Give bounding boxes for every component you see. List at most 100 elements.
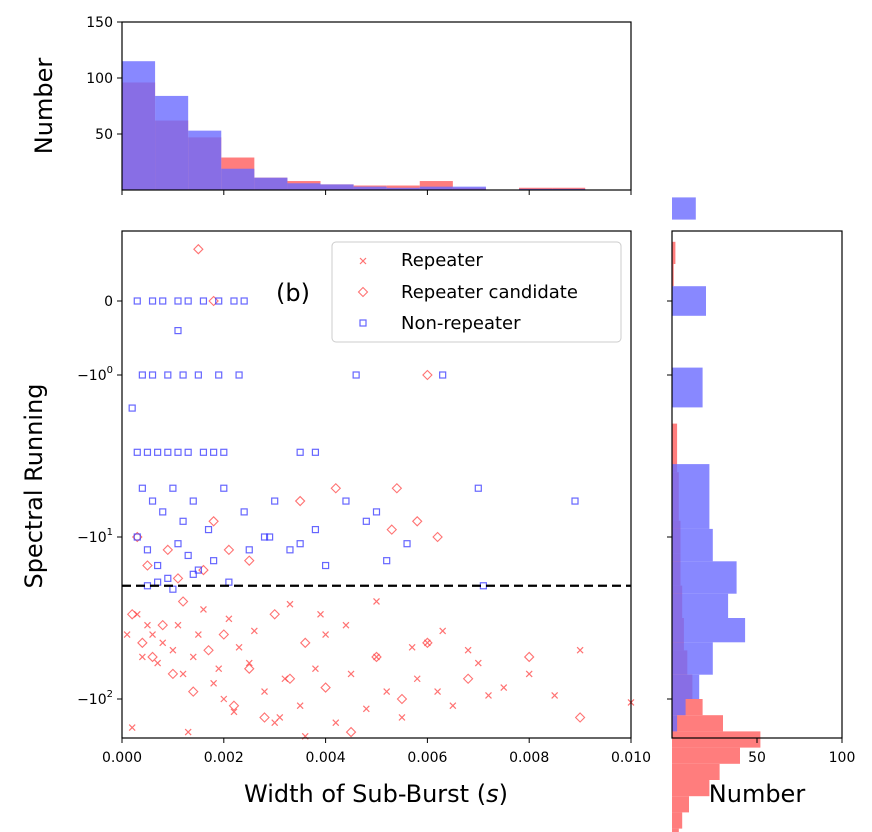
scatter-point-repeater: [500, 684, 508, 691]
scatter-point-repeater-stroke: [296, 702, 304, 710]
right-hist-bar-non-repeater: [672, 496, 710, 529]
scatter-point-repeater-candidate: [162, 544, 174, 556]
scatter-point-repeater-stroke: [464, 646, 472, 654]
scatter-y-label: Spectral Running: [20, 383, 48, 588]
right-hist-bar-non-repeater: [672, 642, 713, 675]
right-hist-bar-non-repeater: [672, 618, 746, 643]
legend: Repeater Repeater candidate Non-repeater: [331, 241, 622, 343]
right-hist-bar-non-repeater: [672, 528, 713, 562]
scatter-point-repeater-stroke: [276, 714, 284, 721]
scatter-point-repeater-candidate: [157, 619, 168, 631]
right-hist-bar-repeater: [672, 423, 678, 473]
scatter-point-repeater-candidate: [187, 686, 199, 697]
scatter-point-non-repeater: [235, 371, 243, 379]
legend-markers: [357, 257, 369, 327]
top-y-tick-label: 100: [86, 71, 113, 87]
scatter-point-repeater: [235, 643, 243, 651]
scatter-y-tick-exponent: 0: [107, 365, 113, 376]
scatter-point-repeater-stroke: [342, 621, 350, 629]
scatter-point-repeater-stroke: [123, 631, 131, 638]
scatter-point-repeater-candidate: [386, 524, 398, 535]
scatter-point-repeater-stroke: [235, 643, 243, 651]
scatter-point-non-repeater: [159, 508, 167, 516]
scatter-point-non-repeater: [148, 297, 157, 305]
scatter-y-tick-base: −10: [77, 368, 107, 384]
top-y-tick-label: 50: [95, 127, 113, 143]
right-hist-bar-non-repeater: [672, 464, 710, 497]
scatter-point-repeater-candidate: [243, 555, 255, 566]
scatter-point-repeater-candidate: [203, 644, 214, 656]
scatter-y-ticks: 0−100−101−102: [77, 294, 122, 708]
scatter-point-repeater-candidate: [432, 531, 443, 543]
scatter-point-repeater-candidate: [422, 637, 433, 649]
scatter-y-tick-label: 0: [104, 294, 113, 310]
scatter-point-repeater-stroke: [128, 724, 136, 731]
scatter-point-non-repeater: [159, 297, 167, 305]
scatter-point-repeater: [551, 691, 559, 699]
top-histogram-frame: [121, 21, 632, 191]
scatter-point-repeater: [317, 610, 324, 618]
right-hist-bar-repeater: [672, 812, 683, 829]
scatter-point-repeater-candidate: [345, 726, 357, 738]
right-histogram-y-ticks: [667, 300, 672, 700]
scatter-point-repeater: [154, 659, 162, 667]
scatter-point-repeater: [200, 606, 207, 613]
top-histogram-bars: [122, 61, 586, 191]
right-hist-bar-non-repeater: [672, 197, 696, 220]
scatter-point-repeater-stroke: [373, 598, 380, 605]
scatter-point-repeater-candidate: [228, 700, 240, 711]
scatter-point-non-repeater: [479, 582, 487, 590]
scatter-point-non-repeater: [230, 297, 238, 305]
scatter-point-repeater-stroke: [439, 627, 447, 635]
top-hist-bar-non-repeater: [155, 95, 189, 190]
scatter-point-repeater: [373, 598, 380, 605]
scatter-point-non-repeater: [194, 566, 202, 574]
scatter-point-repeater-candidate: [299, 637, 311, 649]
top-hist-bar-non-repeater: [353, 186, 387, 190]
scatter-point-repeater: [189, 653, 197, 661]
top-hist-bar-non-repeater: [254, 177, 288, 190]
scatter-point-repeater: [413, 675, 421, 683]
scatter-point-non-repeater: [184, 448, 192, 456]
scatter-point-repeater: [342, 621, 350, 629]
scatter-point-non-repeater: [439, 371, 447, 379]
scatter-point-non-repeater: [296, 540, 304, 548]
scatter-point-repeater: [225, 615, 233, 623]
scatter-point-repeater-stroke: [362, 705, 370, 713]
scatter-point-repeater: [347, 670, 355, 678]
scatter-point-non-repeater: [184, 551, 192, 560]
top-hist-bar-non-repeater: [221, 168, 255, 190]
scatter-y-tick-label: −102: [77, 689, 113, 708]
scatter-point-non-repeater: [245, 546, 253, 554]
scatter-point-repeater: [179, 670, 187, 678]
scatter-point-repeater-stroke: [215, 665, 223, 673]
right-hist-bar-repeater: [672, 828, 679, 832]
scatter-point-non-repeater: [143, 448, 152, 456]
scatter-point-repeater-stroke: [169, 646, 177, 654]
scatter-point-non-repeater: [322, 561, 330, 570]
scatter-point-repeater-candidate: [391, 482, 403, 494]
scatter-point-repeater: [286, 600, 294, 608]
right-hist-bar-repeater: [672, 715, 723, 732]
right-x-tick-label: 100: [829, 750, 856, 766]
scatter-point-repeater: [434, 688, 442, 696]
scatter-point-non-repeater: [138, 371, 146, 379]
scatter-point-repeater-candidate: [208, 295, 219, 307]
right-histogram-x-ticks: 50 100: [748, 738, 855, 766]
top-histogram-y-label: Number: [30, 58, 58, 155]
scatter-y-tick-base: 0: [104, 294, 113, 310]
right-histogram-bars: [672, 197, 761, 832]
legend-box: [331, 241, 622, 343]
scatter-point-repeater-stroke: [210, 679, 218, 687]
legend-marker-repeater: [359, 257, 367, 265]
scatter-x-tick-label: 0.000: [102, 750, 142, 766]
scatter-point-repeater: [169, 646, 177, 654]
scatter-x-tick-label: 0.006: [407, 750, 447, 766]
scatter-y-tick-label: −100: [77, 365, 113, 384]
scatter-point-non-repeater: [174, 448, 182, 456]
scatter-point-repeater-stroke: [311, 665, 319, 673]
scatter-point-repeater-stroke: [322, 631, 330, 638]
scatter-point-repeater-stroke: [500, 684, 508, 691]
right-histogram-panel: 50 100 Number: [667, 197, 855, 832]
scatter-point-repeater: [138, 653, 146, 661]
